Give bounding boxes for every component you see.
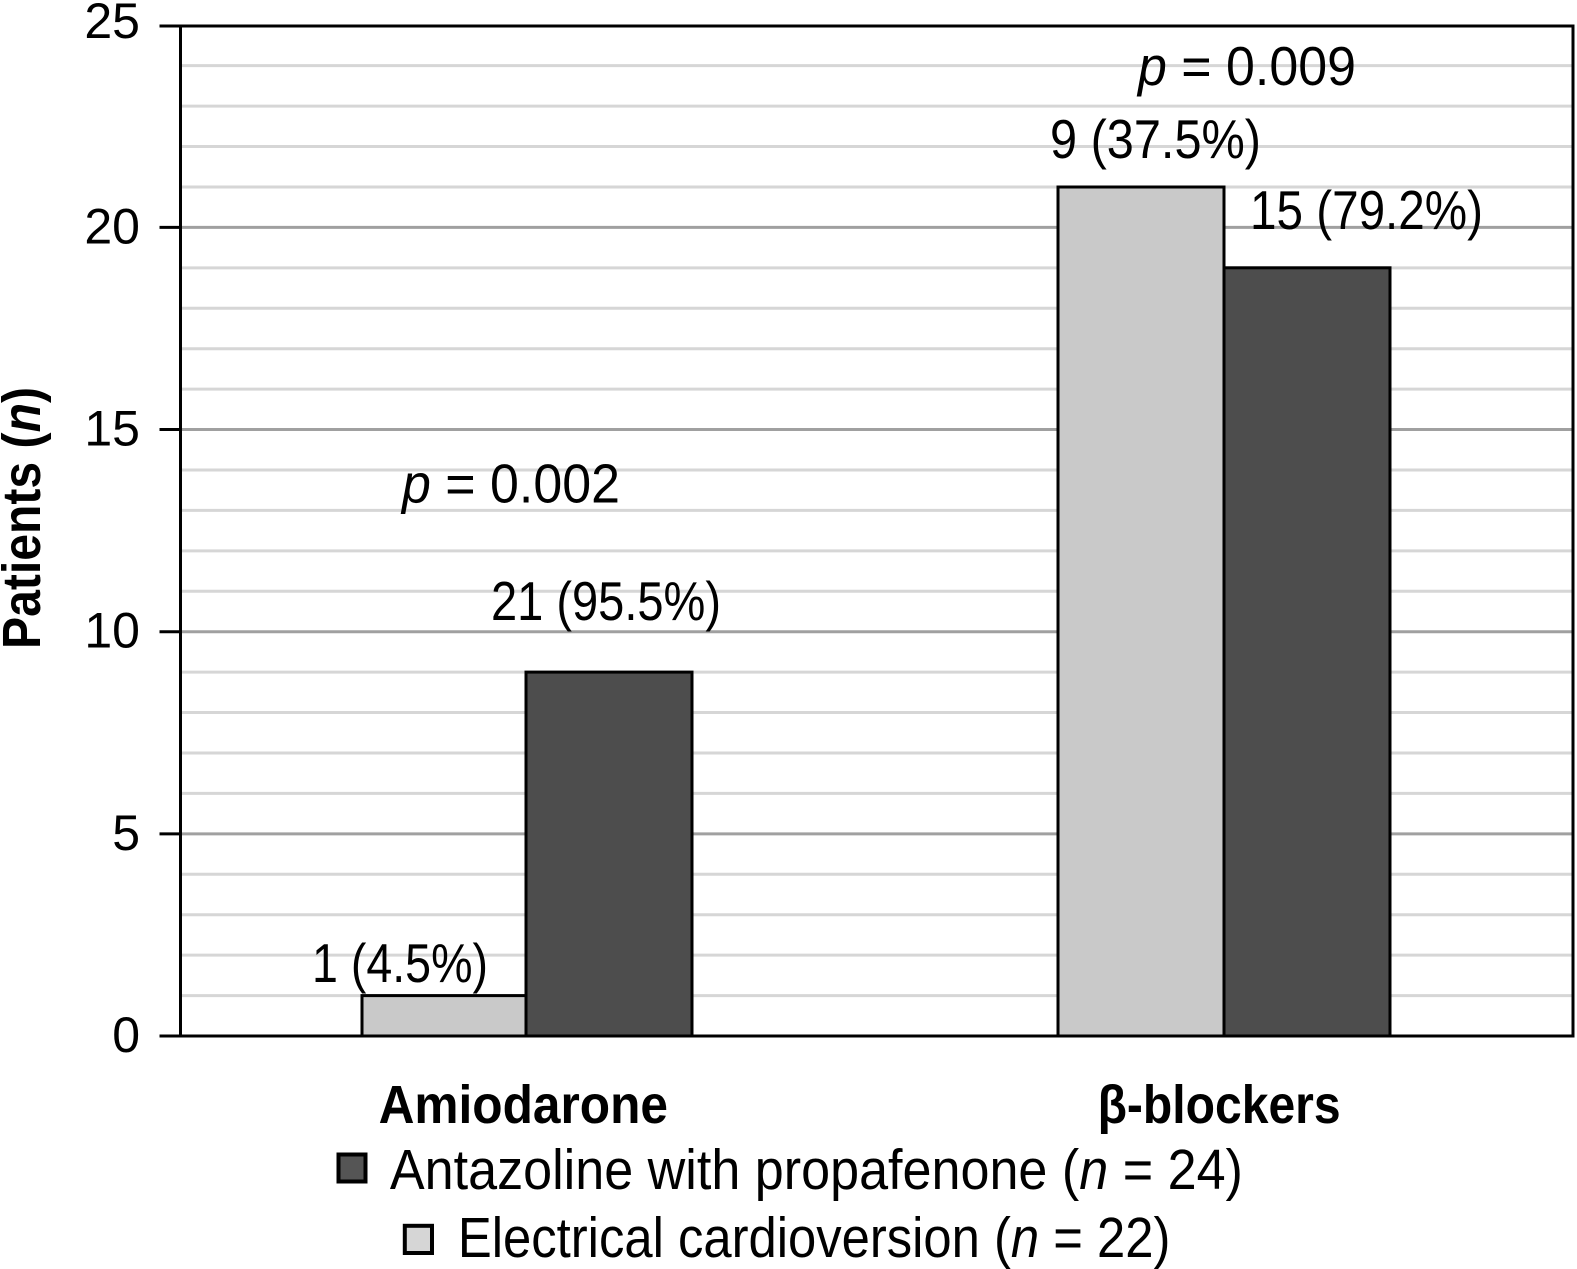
- svg-text:0: 0: [112, 1007, 140, 1063]
- svg-text:20: 20: [84, 198, 140, 254]
- svg-text:Patients (n): Patients (n): [0, 387, 52, 649]
- svg-text:p = 0.002: p = 0.002: [400, 453, 620, 515]
- svg-text:Amiodarone: Amiodarone: [379, 1076, 668, 1135]
- svg-text:5: 5: [112, 805, 140, 861]
- svg-text:15: 15: [84, 401, 140, 457]
- svg-text:15 (79.2%): 15 (79.2%): [1250, 179, 1483, 241]
- svg-text:Antazoline with propafenone (n: Antazoline with propafenone (n = 24): [390, 1138, 1243, 1202]
- svg-text:Electrical cardioversion (n =: Electrical cardioversion (n = 22): [458, 1206, 1171, 1269]
- svg-text:25: 25: [84, 0, 140, 49]
- svg-text:21 (95.5%): 21 (95.5%): [491, 570, 721, 632]
- svg-text:10: 10: [84, 603, 140, 659]
- svg-text:9 (37.5%): 9 (37.5%): [1050, 108, 1261, 170]
- svg-text:1 (4.5%): 1 (4.5%): [312, 932, 488, 994]
- svg-text:β-blockers: β-blockers: [1098, 1076, 1341, 1135]
- svg-text:p = 0.009: p = 0.009: [1136, 35, 1356, 97]
